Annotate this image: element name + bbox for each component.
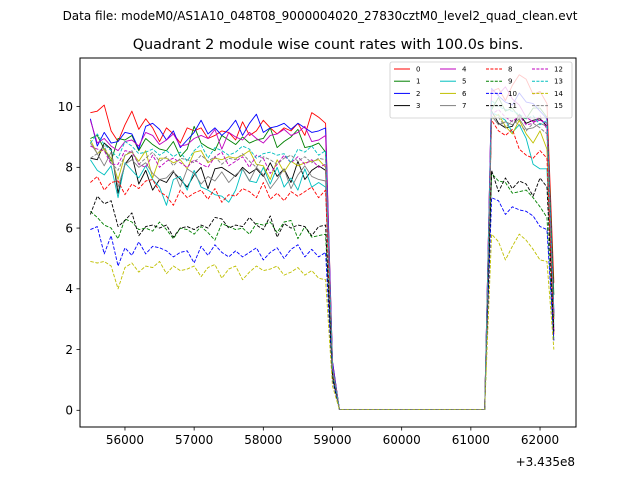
y-tick-label: 10 xyxy=(58,100,73,114)
series-line-3 xyxy=(90,110,555,410)
legend-label-1: 1 xyxy=(416,78,420,86)
legend-label-8: 8 xyxy=(508,66,512,74)
legend-label-12: 12 xyxy=(554,66,563,74)
legend-label-9: 9 xyxy=(508,78,512,86)
series-line-12 xyxy=(90,109,555,410)
legend-label-0: 0 xyxy=(416,66,420,74)
series-line-9 xyxy=(90,172,555,410)
x-axis: 56000 57000 58000 59000 60000 61000 62000 xyxy=(106,427,559,447)
x-tick-label: 62000 xyxy=(521,433,559,447)
legend-frame xyxy=(389,61,573,119)
y-tick-label: 6 xyxy=(65,221,73,235)
series-line-10 xyxy=(90,197,555,410)
x-tick-label: 61000 xyxy=(452,433,490,447)
x-tick-label: 59000 xyxy=(313,433,351,447)
legend-label-7: 7 xyxy=(462,102,466,110)
legend-label-11: 11 xyxy=(508,102,517,110)
x-tick-label: 56000 xyxy=(106,433,144,447)
axes-frame xyxy=(79,57,577,428)
y-tick-label: 0 xyxy=(65,404,73,418)
legend-label-2: 2 xyxy=(416,90,420,98)
y-tick-label: 2 xyxy=(65,343,73,357)
figure-suptitle: Data file: modeM0/AS1A10_048T08_90000040… xyxy=(63,9,578,23)
legend-label-14: 14 xyxy=(554,90,563,98)
y-tick-label: 4 xyxy=(65,282,73,296)
legend-label-3: 3 xyxy=(416,102,420,110)
legend-label-6: 6 xyxy=(462,90,467,98)
series-line-7 xyxy=(90,115,555,410)
legend-label-13: 13 xyxy=(554,78,563,86)
series-line-11 xyxy=(89,169,555,410)
legend-label-15: 15 xyxy=(554,102,563,110)
series-line-14 xyxy=(90,233,555,410)
legend-label-5: 5 xyxy=(462,78,466,86)
legend-label-4: 4 xyxy=(462,66,467,74)
x-tick-label: 57000 xyxy=(175,433,213,447)
x-offset-label: +3.435e8 xyxy=(516,455,575,469)
chart-title: Quadrant 2 module wise count rates with … xyxy=(133,37,524,53)
x-tick-label: 60000 xyxy=(383,433,421,447)
y-tick-label: 8 xyxy=(65,161,73,175)
y-axis: 0 2 4 6 8 10 xyxy=(58,100,80,418)
series-line-8 xyxy=(90,119,555,410)
x-tick-label: 58000 xyxy=(244,433,282,447)
legend-label-10: 10 xyxy=(508,90,517,98)
